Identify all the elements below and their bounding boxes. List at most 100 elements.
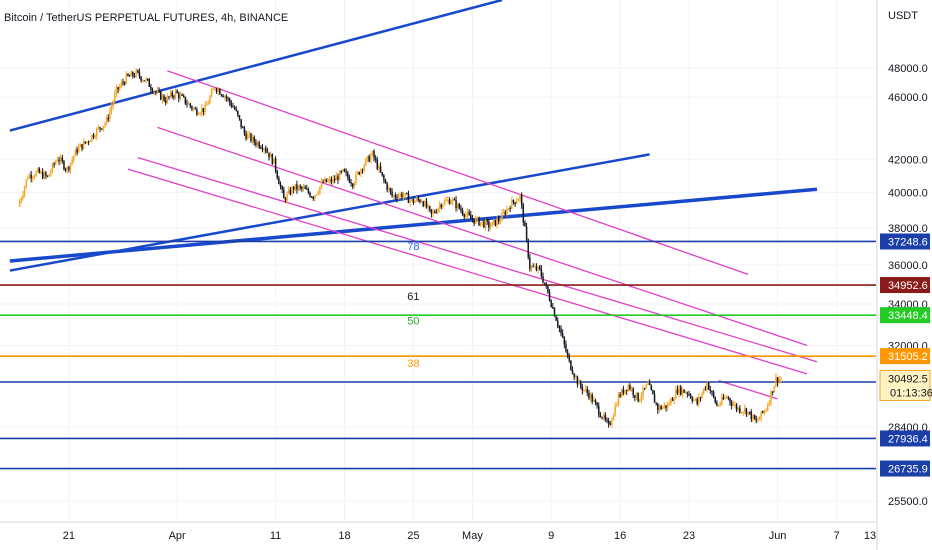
candle-body [243, 127, 246, 134]
candle-body [722, 397, 725, 399]
candle-body [683, 389, 685, 393]
level-price-label: 31505.2 [888, 351, 928, 363]
candle-body [258, 142, 260, 148]
level-price-label: 26735.9 [888, 464, 928, 476]
candle-body [717, 405, 720, 407]
candle-body [740, 412, 743, 414]
candle-body [573, 373, 575, 378]
candle-body [204, 104, 206, 112]
price-axis-background [877, 0, 932, 550]
candle-body [187, 103, 190, 105]
candle-body [579, 381, 582, 387]
candle-body [100, 128, 103, 130]
candle-body [730, 402, 733, 406]
candle-body [694, 399, 697, 401]
candle-body [535, 266, 538, 271]
candle-body [445, 200, 447, 202]
candle-body [666, 404, 669, 409]
candle-body [537, 266, 539, 271]
candle-body [770, 391, 772, 403]
candle-body [627, 384, 630, 391]
candle-body [330, 178, 333, 183]
candle-body [561, 333, 564, 338]
candle-body [46, 175, 49, 177]
candle-body [543, 282, 546, 285]
candle-body [376, 159, 379, 170]
level-price-tag [880, 307, 930, 324]
y-tick-label: 36000.0 [888, 260, 928, 272]
candle-body [58, 159, 60, 162]
candle-body [629, 384, 631, 390]
candle-body [50, 171, 52, 175]
candle-body [594, 400, 597, 403]
candle-body [38, 168, 41, 173]
candle-body [739, 407, 741, 413]
candle-body [248, 133, 251, 135]
candle-body [530, 266, 533, 269]
candle-body [340, 171, 342, 173]
candle-body [94, 136, 96, 138]
candle-body [612, 414, 615, 421]
candle-body [388, 188, 390, 190]
candle-body [515, 201, 518, 204]
candle-body [422, 201, 424, 207]
candle-body [328, 178, 331, 181]
candle-body [215, 88, 218, 92]
candle-body [614, 405, 616, 415]
candle-body [711, 391, 713, 393]
candle-body [137, 70, 139, 73]
candle-body [191, 106, 193, 110]
candle-body [748, 411, 751, 413]
candle-body [560, 328, 562, 334]
x-tick-label: 16 [614, 530, 626, 542]
candle-body [635, 392, 638, 398]
candle-body [25, 179, 27, 187]
fib-label: 38 [407, 358, 419, 370]
candle-body [350, 182, 352, 184]
y-tick-label: 48000.0 [888, 63, 928, 75]
candle-body [287, 189, 290, 194]
candle-body [102, 125, 105, 130]
current-price-label: 30492.5 [888, 374, 928, 386]
candle-body [33, 176, 36, 178]
candle-body [169, 92, 172, 97]
candle-body [397, 195, 400, 199]
candle-body [745, 408, 748, 415]
candle-body [214, 88, 216, 90]
candle-body [36, 168, 39, 172]
candle-body [182, 95, 185, 97]
y-tick-label: 42000.0 [888, 154, 928, 166]
candle-body [155, 91, 157, 93]
candle-body [332, 178, 334, 183]
candle-body [82, 141, 85, 150]
candle-body [306, 188, 308, 190]
candle-body [497, 219, 500, 222]
candle-body [43, 172, 46, 179]
candle-body [765, 410, 767, 412]
candle-body [688, 393, 690, 395]
candle-body [698, 397, 700, 405]
candle-body [519, 194, 521, 200]
candle-body [30, 174, 32, 179]
candle-body [89, 140, 91, 142]
candle-body [750, 411, 753, 420]
candle-body [424, 200, 426, 207]
candle-body [542, 276, 544, 283]
candle-body [732, 404, 735, 406]
candle-body [432, 211, 434, 214]
candle-body [591, 394, 593, 402]
candle-body [59, 157, 62, 162]
candle-body [729, 398, 731, 403]
candle-body [625, 389, 628, 391]
candle-body [307, 189, 310, 193]
candle-body [652, 389, 654, 395]
candle-body [77, 146, 80, 153]
candle-body [194, 108, 196, 110]
candle-body [253, 136, 256, 143]
candle-body [575, 376, 577, 378]
candle-body [757, 420, 759, 422]
candle-body [68, 167, 70, 170]
candle-body [465, 214, 467, 217]
candle-body [637, 392, 639, 402]
